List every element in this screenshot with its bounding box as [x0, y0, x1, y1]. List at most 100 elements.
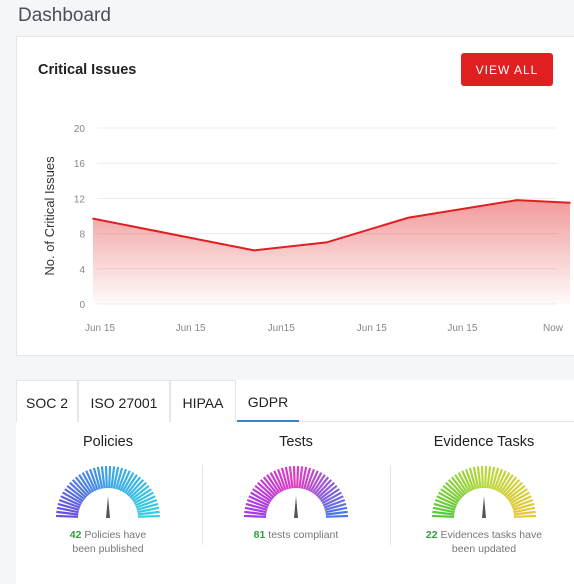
gauge-tick	[112, 466, 120, 489]
gauge-tick	[442, 484, 462, 501]
series-line	[92, 199, 571, 252]
gauge-tick	[244, 506, 267, 514]
data-point	[325, 241, 328, 244]
gauge-tick	[110, 466, 116, 489]
gauge-tick	[296, 465, 300, 489]
gauge-tick	[280, 467, 289, 490]
y-tick-label: 20	[74, 124, 86, 135]
gauge-tick	[117, 468, 128, 491]
tab-soc2[interactable]: SOC 2	[16, 380, 78, 422]
page-title: Dashboard	[18, 5, 111, 26]
x-tick-label: Now	[543, 323, 564, 334]
x-tick-label: Jun 15	[176, 323, 206, 334]
metric-count: 22	[425, 529, 438, 541]
gauge-tick	[491, 467, 500, 490]
gauge-tick	[511, 498, 534, 509]
metric-description: 22 Evidences tasks have been updated	[392, 528, 574, 556]
metric-title: Tests	[279, 434, 313, 450]
metric-title: Policies	[83, 434, 133, 450]
y-tick-label: 4	[79, 265, 85, 276]
gauge-tick	[461, 470, 473, 492]
framework-panel: SOC 2 ISO 27001 HIPAA GDPR Policies 42 P…	[16, 380, 574, 584]
critical-issues-card: 0 4 8 12 16 20 Jun 15 Jun 15 Jun15 Jun 15 Jun 15 No…	[16, 36, 574, 356]
gauge-tick	[115, 467, 124, 490]
gauge-tick	[505, 481, 523, 499]
gauge-tick	[450, 476, 467, 496]
gauge-tick	[320, 488, 340, 503]
view-all-button[interactable]: VIEW ALL	[461, 53, 553, 86]
y-tick-label: 0	[79, 300, 85, 311]
gauge-tick	[137, 514, 161, 518]
gauge-tick	[513, 506, 536, 514]
gauge-tick	[88, 468, 99, 491]
gauge-tick	[315, 479, 333, 497]
metric-desc-line1: Policies have	[84, 529, 147, 541]
gauge-tick	[250, 491, 271, 505]
gauge-tick	[321, 491, 342, 505]
gauge-tick	[57, 502, 80, 511]
tab-iso27001[interactable]: ISO 27001	[78, 380, 170, 422]
tab-gdpr[interactable]: GDPR	[237, 380, 299, 422]
divider	[202, 465, 203, 545]
gauge-tick	[510, 495, 532, 507]
gauge-tick	[438, 491, 459, 505]
gauge-tick	[495, 470, 507, 492]
gauge-tick	[513, 514, 537, 518]
x-tick-label: Jun 15	[85, 323, 115, 334]
x-tick-label: Jun15	[268, 323, 296, 334]
metric-count: 42	[69, 529, 82, 541]
gauge-tick	[484, 465, 488, 489]
gauge-tick	[457, 472, 471, 493]
y-tick-label: 16	[74, 159, 86, 170]
metric-desc-line1: Evidences tasks have	[440, 529, 543, 541]
gauge-tick	[509, 491, 530, 505]
x-tick-label: Jun 15	[447, 323, 477, 334]
gauge-tick	[243, 514, 267, 518]
gauge-tick	[252, 488, 272, 503]
gauge-tick	[512, 502, 535, 511]
data-point	[407, 216, 409, 219]
gauge-tick	[284, 466, 292, 489]
gauge-tick	[259, 479, 277, 497]
y-axis-label: No. of Critical Issues	[42, 156, 57, 276]
metric-description: 42 Policies have been published	[16, 528, 200, 556]
policies-gauge	[55, 465, 161, 518]
tests-metric: Tests 81 tests compliant	[204, 434, 388, 542]
gauge-tick	[445, 481, 463, 499]
gauge-tick	[499, 474, 514, 494]
gauge-tick	[273, 470, 285, 492]
policies-metric: Policies 42 Policies have been published	[16, 434, 200, 556]
gauge-tick	[69, 481, 87, 499]
gauge-tick	[317, 481, 335, 499]
gauge-tick	[480, 465, 484, 489]
gauge-tick	[447, 479, 465, 497]
gauge-tick	[78, 474, 93, 494]
gauge-tick	[81, 472, 95, 493]
gauge-tick	[100, 466, 106, 489]
gauge-tick	[454, 474, 469, 494]
gauge-tick	[62, 491, 83, 505]
gauge-tick	[254, 484, 274, 501]
y-tick-label: 12	[74, 194, 86, 205]
gauge-tick	[119, 470, 131, 492]
gauge-tick	[431, 514, 455, 518]
tab-hipaa[interactable]: HIPAA	[170, 380, 236, 422]
gauge-tick	[318, 484, 338, 501]
data-point	[569, 202, 571, 204]
gauge-tick	[135, 498, 158, 509]
gauge-tick	[325, 510, 348, 516]
gauge-tick	[60, 495, 82, 507]
gauge-tick	[245, 502, 268, 511]
gauge-tick	[298, 466, 304, 489]
gauge-tick	[322, 495, 344, 507]
metric-count: 81	[253, 529, 266, 541]
gauge-tick	[64, 488, 84, 503]
gauge-tick	[513, 510, 536, 516]
gauge-tick	[276, 468, 287, 491]
gauge-tick	[66, 484, 86, 501]
gauge-tick	[58, 498, 81, 509]
gauge-tick	[121, 472, 135, 493]
gauge-tick	[508, 488, 528, 503]
gauge-tick	[262, 476, 279, 496]
divider	[390, 465, 391, 545]
